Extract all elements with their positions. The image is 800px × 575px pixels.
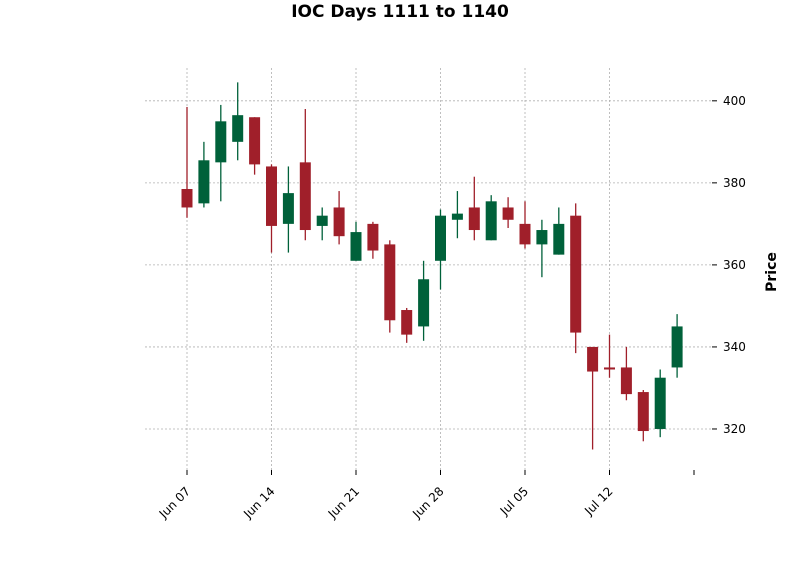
candle: [604, 334, 615, 378]
candle-body: [553, 223, 565, 255]
candle: [468, 176, 480, 241]
x-tick-label: Jul 05: [497, 484, 531, 518]
candle: [266, 164, 277, 253]
x-tick-label: Jun 14: [240, 484, 277, 521]
candle: [367, 221, 379, 259]
candle-body: [671, 326, 683, 368]
candle: [215, 104, 227, 202]
candle: [435, 209, 446, 290]
candle-body: [266, 166, 277, 226]
candle: [637, 390, 649, 442]
candle: [384, 240, 396, 333]
candle: [502, 197, 514, 228]
candle: [299, 109, 311, 241]
y-tick-label: 340: [723, 340, 746, 354]
candle: [282, 166, 294, 253]
candle-body: [485, 201, 497, 241]
y-tick-label: 380: [723, 176, 746, 190]
candle-body: [181, 189, 193, 208]
x-tick-label: Jun 07: [156, 484, 193, 521]
x-tick-label: Jul 12: [581, 484, 615, 518]
candle-body: [401, 310, 413, 335]
chart-title: IOC Days 1111 to 1140: [291, 2, 509, 22]
candle-body: [299, 162, 311, 231]
candle-body: [468, 207, 480, 231]
candle: [485, 195, 497, 241]
candle-body: [587, 346, 599, 372]
axes: 320 340 360 380 400 Jun 07 Jun 14 Jun 21 Jun 28 J…: [156, 94, 746, 522]
candle-body: [198, 160, 210, 204]
y-axis-label: Price: [764, 252, 780, 292]
candle-body: [316, 215, 328, 226]
candle: [418, 260, 430, 341]
candle: [316, 207, 328, 241]
candle-body: [637, 392, 649, 432]
candle: [198, 141, 210, 208]
candle-body: [435, 215, 446, 261]
candle-body: [418, 279, 430, 327]
candle-body: [502, 207, 514, 220]
candle-body: [620, 367, 632, 395]
candle: [536, 219, 548, 278]
x-tick-label: Jun 21: [325, 484, 362, 521]
candle: [620, 346, 632, 401]
candle-body: [333, 207, 345, 237]
candle-body: [232, 115, 244, 142]
candle-body: [654, 377, 666, 429]
y-tick-label: 360: [723, 258, 746, 272]
candle: [181, 106, 193, 218]
y-tick-label: 320: [723, 422, 746, 436]
candle-body: [451, 213, 463, 220]
candle: [654, 369, 666, 438]
candle-body: [215, 121, 227, 163]
candle-body: [350, 232, 362, 261]
candle-body: [282, 193, 294, 224]
candle: [587, 346, 599, 450]
candle-body: [249, 117, 261, 165]
candle-body: [519, 223, 531, 245]
candle: [553, 207, 565, 255]
x-tick-label: Jun 28: [409, 484, 446, 521]
candle-body: [384, 244, 396, 321]
candle: [671, 314, 683, 378]
candle-body: [570, 215, 582, 333]
candle: [570, 203, 582, 354]
candle: [249, 117, 261, 175]
candle: [350, 221, 362, 261]
candle: [401, 307, 413, 343]
candle-body: [604, 367, 615, 370]
grid: [145, 68, 712, 470]
candle: [333, 191, 345, 245]
candles: [181, 82, 683, 450]
candle: [519, 201, 531, 249]
candle: [451, 191, 463, 239]
candle-body: [367, 223, 379, 251]
y-tick-label: 400: [723, 94, 746, 108]
candle: [232, 82, 244, 161]
candle-body: [536, 230, 548, 245]
